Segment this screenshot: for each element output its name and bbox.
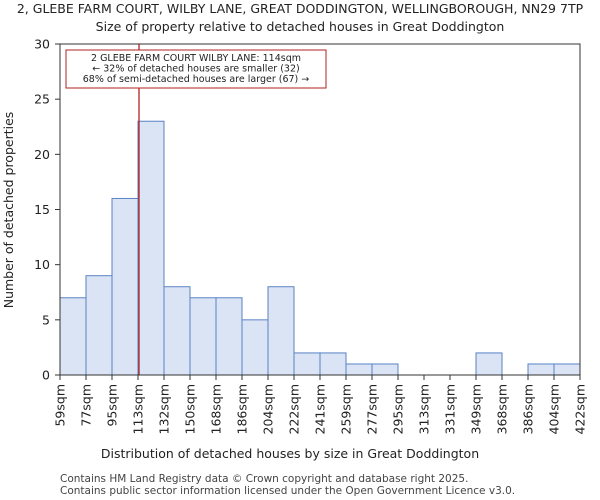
x-tick-label: 113sqm — [131, 384, 146, 434]
footer-line-2: Contains public sector information licen… — [60, 485, 515, 497]
y-tick-label: 20 — [34, 147, 50, 162]
y-tick-label: 0 — [42, 368, 50, 383]
annotation-line: 68% of semi-detached houses are larger (… — [83, 74, 310, 85]
bar-132sqm — [163, 286, 191, 376]
x-tick-label: 132sqm — [157, 384, 172, 434]
y-axis: 0 5 10 15 20 25 30 — [34, 37, 60, 383]
y-tick-label: 25 — [34, 92, 50, 107]
bar-222sqm — [293, 352, 321, 376]
annotation-box — [65, 49, 327, 89]
x-tick-label: 368sqm — [495, 384, 510, 434]
x-tick-label: 277sqm — [365, 384, 380, 434]
bar-386sqm — [527, 363, 555, 376]
y-axis-label: Number of detached properties — [1, 112, 16, 309]
chart-title: 2, GLEBE FARM COURT, WILBY LANE, GREAT D… — [17, 1, 584, 16]
x-tick-label: 95sqm — [105, 384, 120, 427]
x-tick-label: 204sqm — [261, 384, 276, 434]
x-tick-label: 186sqm — [235, 384, 250, 434]
x-tick-label: 386sqm — [521, 384, 536, 434]
bar-186sqm — [241, 319, 269, 376]
x-tick-label: 313sqm — [417, 384, 432, 434]
bar-241sqm — [319, 352, 347, 376]
x-tick-label: 331sqm — [443, 384, 458, 434]
bar-277sqm — [371, 363, 399, 376]
x-tick-label: 241sqm — [313, 384, 328, 434]
bar-77sqm — [85, 275, 113, 376]
bar-59sqm — [59, 297, 87, 376]
annotation-line: ← 32% of detached houses are smaller (32… — [92, 64, 299, 75]
y-tick-label: 30 — [34, 37, 50, 52]
property-marker: 2 GLEBE FARM COURT WILBY LANE: 114sqm← 3… — [65, 44, 327, 375]
bar-150sqm — [189, 297, 217, 376]
y-tick-label: 5 — [42, 312, 50, 327]
bar-113sqm — [137, 120, 165, 376]
x-tick-label: 295sqm — [391, 384, 406, 434]
bar-168sqm — [215, 297, 243, 376]
x-tick-label: 259sqm — [339, 384, 354, 434]
plot-frame — [59, 43, 581, 376]
bar-349sqm — [475, 352, 503, 376]
x-tick-label: 168sqm — [209, 384, 224, 434]
footer-line-1: Contains HM Land Registry data © Crown c… — [60, 473, 468, 485]
y-tick-label: 15 — [34, 202, 50, 217]
x-axis-label: Distribution of detached houses by size … — [101, 446, 479, 461]
x-tick-label: 222sqm — [287, 384, 302, 434]
x-tick-label: 150sqm — [183, 384, 198, 434]
bar-series — [59, 120, 581, 376]
annotation-line: 2 GLEBE FARM COURT WILBY LANE: 114sqm — [91, 53, 301, 64]
x-axis: 59sqm 77sqm 95sqm 113sqm 132sqm 150sqm 168sqm 1… — [53, 375, 588, 434]
x-tick-label: 77sqm — [79, 384, 94, 427]
y-tick-label: 10 — [34, 257, 50, 272]
x-tick-label: 59sqm — [53, 384, 68, 427]
chart-subtitle: Size of property relative to detached ho… — [96, 19, 505, 34]
bar-404sqm — [553, 363, 581, 376]
bar-259sqm — [345, 363, 373, 376]
x-tick-label: 422sqm — [573, 384, 588, 434]
x-tick-label: 349sqm — [469, 384, 484, 434]
x-tick-label: 404sqm — [547, 384, 562, 434]
bar-95sqm — [111, 197, 139, 376]
bar-204sqm — [267, 286, 295, 376]
